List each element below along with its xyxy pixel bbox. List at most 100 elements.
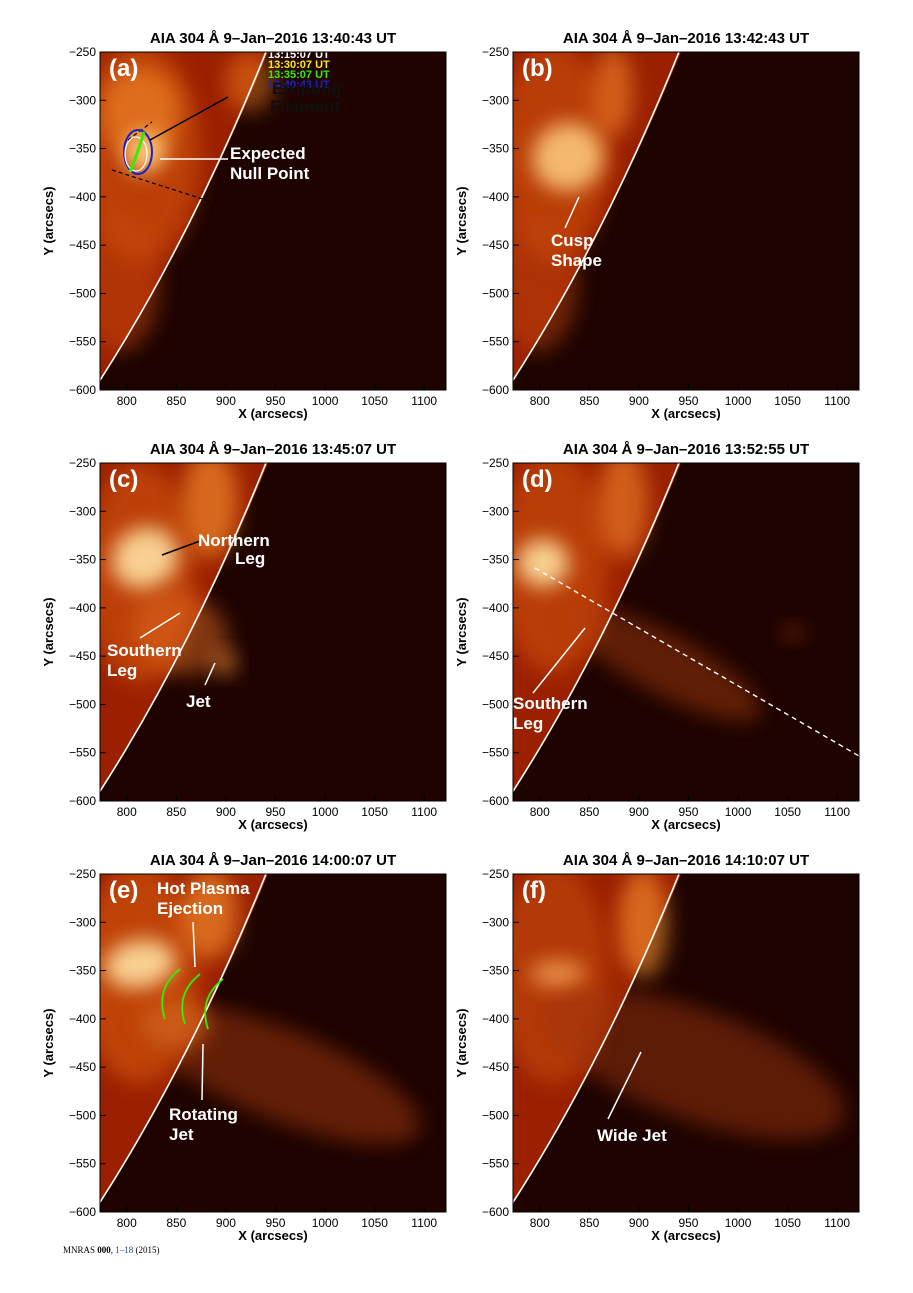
axes-frame	[512, 51, 860, 391]
y-tick-label: −300	[69, 93, 96, 107]
y-tick-label: −350	[69, 964, 96, 978]
y-tick-label: −500	[69, 286, 96, 300]
y-tick-label: −500	[69, 697, 96, 711]
y-tick-label: −600	[482, 794, 509, 808]
bright-region	[541, 988, 845, 1140]
annotation-arrow	[139, 612, 181, 639]
y-tick-label: −250	[69, 456, 96, 470]
annotation-arrow	[564, 196, 580, 229]
y-tick-label: −600	[69, 794, 96, 808]
x-tick-label: 850	[579, 805, 599, 819]
bright-region	[618, 874, 668, 979]
x-tick-label: 1050	[774, 1216, 801, 1230]
x-tick-label: 900	[216, 1216, 236, 1230]
x-tick-label: 1000	[312, 1216, 339, 1230]
x-tick-label: 950	[678, 1216, 698, 1230]
bright-region	[530, 960, 586, 988]
annotation-arrow	[192, 921, 196, 968]
bright-region	[781, 625, 805, 641]
panel-label: (a)	[109, 55, 138, 82]
y-tick-label: −550	[482, 335, 509, 349]
x-tick-label: 1100	[824, 1216, 850, 1230]
annotation-arrow	[532, 627, 586, 694]
annotation-label: Wide Jet	[597, 1126, 667, 1145]
bright-region	[517, 539, 569, 587]
bright-region	[598, 463, 648, 558]
y-tick-label: −250	[69, 45, 96, 59]
y-tick-label: −350	[69, 553, 96, 567]
panel-title: AIA 304 Å 9–Jan–2016 14:10:07 UT	[563, 852, 809, 869]
bright-region	[564, 604, 762, 722]
annotation-label: Filament	[270, 97, 340, 116]
y-tick-label: −400	[69, 190, 96, 204]
annotation-label: Rotating	[169, 1105, 238, 1124]
panel-label: (f)	[522, 877, 546, 904]
x-tick-label: 900	[629, 1216, 649, 1230]
y-axis-label: Y (arcsecs)	[41, 186, 56, 255]
bright-region	[131, 591, 229, 675]
annotation-arrow	[607, 1051, 642, 1120]
solar-limb-curve	[100, 874, 267, 1204]
y-tick-label: −550	[69, 746, 96, 760]
y-tick-label: −600	[69, 383, 96, 397]
y-tick-label: −450	[69, 238, 96, 252]
y-tick-label: −450	[482, 1060, 509, 1074]
y-tick-label: −250	[482, 456, 509, 470]
y-tick-label: −550	[482, 1157, 509, 1171]
x-tick-label: 1100	[824, 394, 850, 408]
y-tick-label: −350	[482, 553, 509, 567]
x-tick-label: 1050	[361, 394, 388, 408]
annotation-label: Null Point	[230, 164, 310, 183]
bright-region	[225, 52, 275, 112]
footer-pages: 1–18	[115, 1245, 134, 1255]
panel-f: AIA 304 Å 9–Jan–2016 14:10:07 UT (f) Wide …	[454, 852, 860, 1243]
y-tick-label: −350	[482, 964, 509, 978]
y-tick-label: −500	[69, 1108, 96, 1122]
bright-region	[100, 212, 160, 352]
x-tick-label: 1050	[361, 1216, 388, 1230]
solar-limb-curve	[100, 52, 267, 382]
annotation-label: Cusp	[551, 231, 594, 250]
x-tick-label: 850	[166, 805, 186, 819]
bright-region	[139, 1004, 421, 1144]
bright-region	[182, 874, 238, 959]
x-tick-label: 850	[579, 1216, 599, 1230]
solar-limb-curve	[513, 463, 680, 793]
y-axis-label: Y (arcsecs)	[41, 597, 56, 666]
x-tick-label: 800	[530, 805, 550, 819]
x-tick-label: 800	[530, 394, 550, 408]
panel-label: (b)	[522, 55, 553, 82]
y-tick-label: −450	[69, 1060, 96, 1074]
bright-region	[111, 527, 179, 589]
panel-label: (e)	[109, 877, 138, 904]
time-legend-entry: 13:40:43 UT	[268, 79, 330, 91]
annotation-label: Leg	[513, 714, 543, 733]
solar-image	[100, 463, 446, 801]
rotation-arrow	[161, 968, 181, 1020]
y-tick-label: −250	[482, 45, 509, 59]
rotation-arrow	[181, 973, 201, 1025]
x-tick-label: 950	[678, 394, 698, 408]
panel-a: AIA 304 Å 9–Jan–2016 13:40:43 UT 13:15:07…	[41, 30, 447, 421]
panel-title: AIA 304 Å 9–Jan–2016 13:45:07 UT	[150, 441, 396, 458]
bright-region	[104, 939, 176, 989]
annotation-label: Shape	[551, 251, 602, 270]
bright-region	[140, 999, 210, 1049]
panel-title: AIA 304 Å 9–Jan–2016 13:40:43 UT	[150, 30, 396, 47]
x-tick-label: 1050	[774, 805, 801, 819]
rotation-arrow	[204, 978, 224, 1030]
y-tick-label: −400	[482, 601, 509, 615]
panel-title: AIA 304 Å 9–Jan–2016 13:52:55 UT	[563, 441, 809, 458]
x-tick-label: 1100	[411, 394, 437, 408]
x-tick-label: 800	[117, 394, 137, 408]
axes-frame	[512, 873, 860, 1213]
panel-title: AIA 304 Å 9–Jan–2016 13:42:43 UT	[563, 30, 809, 47]
y-tick-label: −550	[69, 1157, 96, 1171]
annotation-label: Jet	[186, 692, 211, 711]
y-tick-label: −600	[69, 1205, 96, 1219]
x-tick-label: 1100	[411, 805, 437, 819]
x-tick-label: 1050	[361, 805, 388, 819]
annotation-arrow	[204, 662, 216, 686]
annotation-arrow	[161, 540, 201, 556]
